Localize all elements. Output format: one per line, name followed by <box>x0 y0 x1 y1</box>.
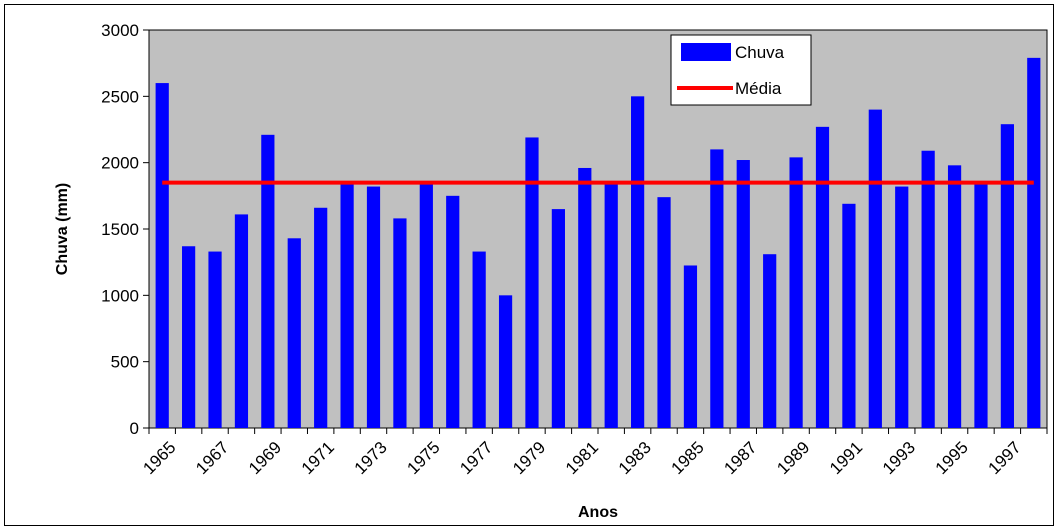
x-tick-label: 1993 <box>879 438 919 478</box>
bar-1984 <box>657 197 671 428</box>
x-tick-label: 1975 <box>403 438 443 478</box>
legend-label-chuva: Chuva <box>735 43 785 62</box>
x-tick-label: 1965 <box>139 438 179 478</box>
y-axis: 0 500 1000 1500 2000 2500 3000 <box>101 21 149 438</box>
x-axis: 1965 1967 1969 1971 1973 1975 1977 1979 1981 1983… <box>139 428 1048 478</box>
chart-svg: 0 500 1000 1500 2000 2500 3000 1965 1967 1969 197… <box>54 21 1048 521</box>
legend-label-media: Média <box>735 79 782 98</box>
bar-1979 <box>525 137 539 428</box>
bar-1969 <box>261 134 275 428</box>
bar-1995 <box>947 165 962 428</box>
bar-1968 <box>234 214 249 428</box>
bar-1971 <box>314 207 328 428</box>
bar-1997 <box>1000 124 1014 428</box>
bar-1991 <box>842 203 856 428</box>
bar-1993 <box>895 186 909 428</box>
x-tick-label: 1971 <box>298 438 338 478</box>
y-tick-label: 2500 <box>101 87 139 106</box>
y-tick-label: 500 <box>111 353 139 372</box>
bar-1992 <box>868 109 882 428</box>
x-tick-label: 1981 <box>562 438 602 478</box>
x-tick-label: 1995 <box>932 438 972 478</box>
bar-1981 <box>578 167 592 428</box>
bar-1967 <box>208 251 222 428</box>
bar-1987 <box>736 160 750 428</box>
bars-group <box>155 57 1041 429</box>
x-tick-label: 1987 <box>720 438 760 478</box>
y-axis-title: Chuva (mm) <box>54 183 71 275</box>
bar-1998 <box>1027 57 1041 429</box>
x-tick-label: 1973 <box>351 438 391 478</box>
x-tick-label: 1969 <box>245 438 285 478</box>
x-tick-label: 1997 <box>985 438 1025 478</box>
y-tick-label: 3000 <box>101 21 139 40</box>
x-tick-label: 1983 <box>615 438 655 478</box>
x-tick-label: 1977 <box>456 438 496 478</box>
legend: Chuva Média <box>670 34 812 106</box>
legend-swatch-chuva <box>681 43 731 61</box>
legend-box <box>670 34 812 106</box>
bar-1989 <box>789 157 803 429</box>
bar-1994 <box>921 150 935 429</box>
bar-1985 <box>683 265 698 428</box>
x-axis-title: Anos <box>578 504 618 521</box>
bar-1986 <box>710 149 724 428</box>
y-tick-label: 1000 <box>101 286 139 305</box>
x-tick-label: 1967 <box>192 438 232 478</box>
x-tick-label: 1991 <box>826 438 866 478</box>
y-tick-label: 1500 <box>101 220 139 239</box>
bar-1988 <box>763 254 777 428</box>
bar-1977 <box>472 251 486 428</box>
bar-1965 <box>155 83 169 428</box>
bar-1975 <box>419 182 433 428</box>
bar-1973 <box>366 186 381 428</box>
bar-1966 <box>182 246 196 428</box>
y-tick-label: 2000 <box>101 154 139 173</box>
bar-1980 <box>551 209 565 428</box>
chart-frame: 0 500 1000 1500 2000 2500 3000 1965 1967 1969 197… <box>4 4 1054 526</box>
x-tick-label: 1979 <box>509 438 549 478</box>
bar-1974 <box>393 218 407 428</box>
bar-1972 <box>340 182 354 428</box>
bar-1976 <box>446 195 460 428</box>
y-tick-label: 0 <box>130 419 139 438</box>
bar-1982 <box>604 182 618 428</box>
x-tick-label: 1985 <box>668 438 708 478</box>
bar-1970 <box>287 238 301 428</box>
plot-area <box>148 29 1048 429</box>
bar-1990 <box>815 126 830 428</box>
bar-1978 <box>498 295 513 428</box>
bar-1983 <box>631 96 645 428</box>
bar-1996 <box>974 182 988 428</box>
x-tick-label: 1989 <box>773 438 813 478</box>
